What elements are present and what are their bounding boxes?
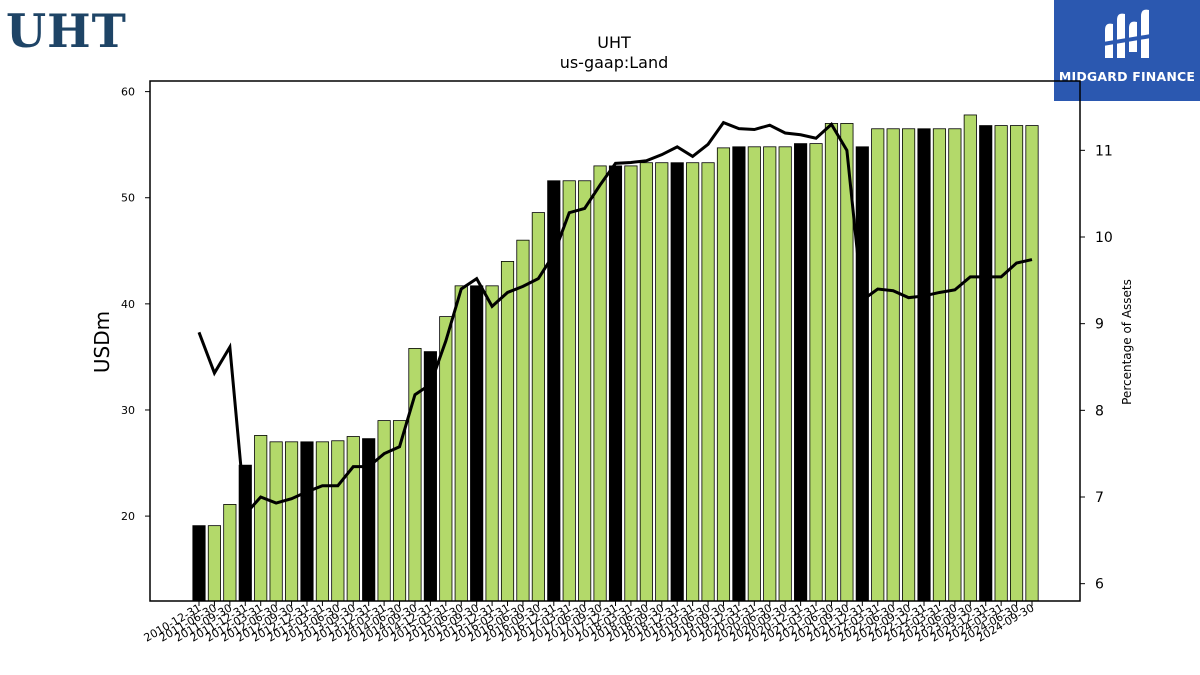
bar xyxy=(377,420,391,602)
chart-subtitle: us-gaap:Land xyxy=(560,53,669,72)
bar xyxy=(516,239,530,602)
bar xyxy=(269,441,283,602)
bar xyxy=(223,504,237,602)
y-tick-label: 20 xyxy=(121,510,135,523)
bar xyxy=(824,123,839,602)
percentage-of-assets-line xyxy=(197,120,1033,518)
bar xyxy=(1010,125,1024,602)
bar xyxy=(747,146,761,602)
bar xyxy=(192,525,206,602)
brand-logo: MIDGARD FINANCE xyxy=(1054,0,1200,101)
bar xyxy=(994,125,1008,602)
bar xyxy=(778,146,792,602)
bar xyxy=(948,128,962,602)
bar xyxy=(655,162,669,602)
bar xyxy=(254,435,268,602)
bar xyxy=(763,146,777,602)
y-tick-label: 30 xyxy=(121,404,135,417)
bar xyxy=(639,162,653,602)
brand-name: MIDGARD FINANCE xyxy=(1058,69,1196,84)
midgard-logo-icon xyxy=(1103,9,1151,59)
bar xyxy=(963,114,977,602)
y-tick-label: 50 xyxy=(121,192,135,205)
y2-tick-label: 10 xyxy=(1095,230,1113,246)
bar xyxy=(470,285,484,602)
y2-tick-label: 7 xyxy=(1095,490,1104,506)
bar xyxy=(608,165,623,602)
bar xyxy=(701,162,715,602)
y2-tick-label: 6 xyxy=(1095,577,1104,593)
bar xyxy=(578,180,592,602)
y2-tick-label: 9 xyxy=(1095,317,1104,333)
bar xyxy=(932,128,947,602)
bar xyxy=(886,128,900,602)
bar xyxy=(716,147,731,602)
ticker-label: UHT xyxy=(6,4,127,58)
bar xyxy=(238,464,252,602)
bar xyxy=(315,441,329,602)
bar xyxy=(485,285,499,602)
y2-tick-label: 11 xyxy=(1095,143,1113,159)
y-axis-label: USDm xyxy=(90,311,114,373)
bar xyxy=(809,143,823,602)
plot-frame xyxy=(149,80,1081,602)
bar xyxy=(284,441,299,602)
bar xyxy=(331,440,345,602)
bar xyxy=(732,146,746,602)
bar xyxy=(979,125,993,602)
bar xyxy=(408,348,422,602)
bar xyxy=(593,165,607,602)
y2-tick-label: 8 xyxy=(1095,403,1104,419)
bar xyxy=(871,128,885,602)
bar xyxy=(439,316,453,602)
chart-title: UHT xyxy=(597,33,631,52)
bar xyxy=(346,436,360,602)
bar xyxy=(686,162,700,602)
bar xyxy=(500,261,515,602)
bar xyxy=(1025,125,1039,602)
bar xyxy=(855,146,869,602)
bar xyxy=(454,285,468,602)
bar xyxy=(624,165,638,602)
y2-axis-label: Percentage of Assets xyxy=(1120,279,1134,405)
bar xyxy=(562,180,576,602)
bar xyxy=(917,128,931,602)
y-tick-label: 40 xyxy=(121,298,135,311)
bar xyxy=(670,162,684,602)
bar xyxy=(794,143,808,602)
bar xyxy=(902,128,916,602)
y-tick-label: 60 xyxy=(121,86,135,99)
bar xyxy=(207,525,221,602)
bar xyxy=(300,441,314,602)
